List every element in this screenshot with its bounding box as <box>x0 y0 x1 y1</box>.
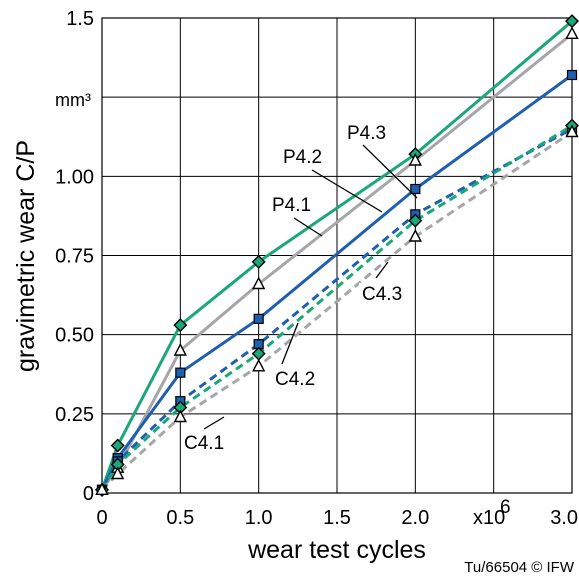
data-point-C4.3 <box>408 228 422 242</box>
series-label-bg <box>359 283 407 305</box>
data-point-C4.3 <box>95 482 109 496</box>
data-point-P4.2 <box>252 276 266 290</box>
series-label-P4.3: P4.3 <box>347 123 386 144</box>
leader-line-C4.2 <box>281 322 299 365</box>
label-leader-lines <box>203 144 418 430</box>
leader-line-P4.2 <box>311 169 383 213</box>
series-label-C4.1: C4.1 <box>184 433 224 454</box>
data-point-C4.3 <box>252 358 266 372</box>
data-point-P4.3 <box>253 313 264 324</box>
series-label-bg <box>280 146 328 168</box>
series-label-P4.2: P4.2 <box>283 147 322 168</box>
data-point-P4.2 <box>173 342 187 356</box>
leader-line-C4.3 <box>375 261 389 279</box>
image-credit: Tu/66504 © IFW <box>464 559 575 576</box>
series-line-P4.1 <box>100 20 573 491</box>
data-point-P4.1 <box>173 318 188 333</box>
y-tick-label: 0.25 <box>55 404 94 426</box>
y-tick-label: 1.00 <box>55 166 94 188</box>
series-label-P4.1: P4.1 <box>272 195 311 216</box>
x-tick-label: 0 <box>96 507 107 529</box>
series-markers <box>95 14 579 497</box>
data-point-P4.2 <box>565 26 579 40</box>
x-tick-label: 3.0 <box>550 507 578 529</box>
data-point-C4.2 <box>408 213 423 228</box>
series-label-C4.3: C4.3 <box>362 284 402 305</box>
series-label-bg <box>272 368 320 390</box>
x-tick-label: 0.5 <box>166 507 194 529</box>
data-point-P4.1 <box>110 438 125 453</box>
y-tick-label: 0.50 <box>55 325 94 347</box>
data-point-C4.3 <box>111 466 125 480</box>
x-axis-title: wear test cycles <box>247 536 426 564</box>
x-tick-label: 1.0 <box>245 507 273 529</box>
y-tick-label: 0.75 <box>55 246 94 268</box>
y-axis-title: gravimetric wear C/P <box>12 140 40 372</box>
data-point-C4.3 <box>565 124 579 138</box>
leader-line-P4.3 <box>362 144 418 199</box>
series-label-C4.2: C4.2 <box>275 369 315 390</box>
x-tick-label: 1.5 <box>323 507 351 529</box>
leader-line-P4.1 <box>293 217 323 237</box>
x-multiplier-label: x10 <box>473 507 505 529</box>
data-point-P4.3 <box>175 367 186 378</box>
series-label-bg <box>269 194 317 216</box>
y-unit-label: mm³ <box>55 90 91 110</box>
y-tick-label: 1.5 <box>66 8 94 30</box>
y-tick-label: 0 <box>83 483 94 505</box>
series-line-C4.2 <box>100 124 573 491</box>
leader-line-C4.1 <box>203 416 225 430</box>
data-point-P4.3 <box>410 183 421 195</box>
data-point-P4.1 <box>251 254 266 269</box>
series-label-bg <box>181 432 229 454</box>
series-labels: P4.1 P4.2 P4.3 C4.1 C4.2 C4.3 <box>181 122 407 454</box>
tick-labels: 0 0.5 1.0 1.5 2.0 3.0 0 0.25 0.50 0.75 1.00 1.5 <box>55 8 578 529</box>
data-point-C4.3 <box>173 409 187 423</box>
data-point-P4.3 <box>566 69 578 81</box>
series-label-bg <box>344 122 392 144</box>
x-tick-label: 2.0 <box>401 507 429 529</box>
x-multiplier-exponent: 6 <box>500 497 511 518</box>
data-point-P4.2 <box>408 152 422 166</box>
